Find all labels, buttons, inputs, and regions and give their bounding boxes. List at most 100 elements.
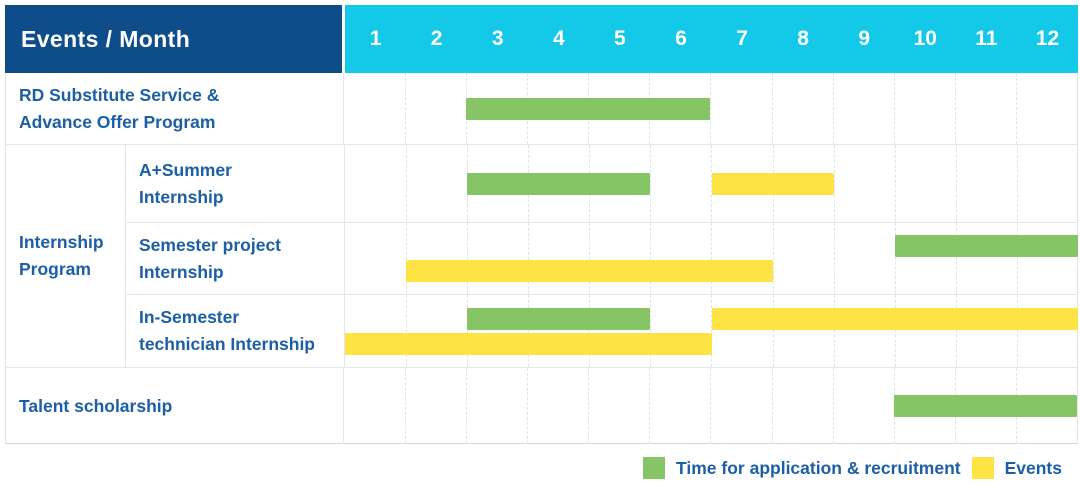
month-label: 2 [430,27,443,50]
month-grid-cell [893,73,955,144]
label-line: Internship [139,186,224,207]
application-recruitment-bar [893,395,1077,417]
header-title: Events / Month [21,25,191,52]
row-months-area [343,73,1077,144]
events-bar [345,332,712,355]
month-label: 4 [552,27,565,50]
month-label: 8 [797,27,809,50]
bar-lines [345,145,1078,222]
month-label: 3 [491,27,504,50]
legend-swatch-green-icon [643,457,666,479]
month-grid-cell [833,295,895,367]
label-line: Program [19,259,91,279]
gantt-table: Events / Month 1 2 3 4 5 6 7 8 9 10 11 12 RD Substi… [5,5,1078,444]
bar-line [344,395,1077,417]
month-label: 6 [675,27,687,50]
label-line: Internship [139,261,224,282]
month-grid-cell [405,73,466,144]
month-grid-cell [1015,73,1077,144]
bar-lines [345,223,1078,294]
month-grid-cell [955,145,1017,222]
events-bar [711,307,1078,330]
label-line: Talent scholarship [19,395,173,416]
month-grid-cell [771,73,833,144]
table-row: In-Semester technician Internship [125,295,1078,368]
row-label-a-plus-summer: A+Summer Internship [126,145,344,222]
month-grid-cell [710,368,771,444]
month-grid-cell [650,145,711,222]
month-grid-cell [649,368,710,444]
month-label: 9 [858,27,871,50]
application-recruitment-bar [467,307,651,330]
month-grid-cell [527,368,588,444]
month-grid-cell [406,223,467,294]
label-line: RD Substitute Service & [19,84,220,105]
month-grid-cell [894,145,956,222]
month-grid-cell [955,295,1017,367]
bar-line [345,260,1078,282]
month-label: 7 [736,27,748,50]
month-grid-cell [710,73,771,144]
header-months-row: 1 2 3 4 5 6 7 8 9 10 11 12 [345,5,1078,73]
bar-lines [345,295,1078,367]
label-line: technician Internship [139,334,315,354]
legend-item-application-recruitment: Time for application & recruitment [643,457,961,479]
bar-line [345,172,1078,195]
month-grid-cell [406,145,467,222]
month-label: 10 [913,27,937,50]
month-grid-cell [528,223,589,294]
group-label-internship-program: Internship Program [6,145,125,368]
bar-line [345,332,1078,355]
events-bar [711,172,834,195]
bar-line [345,235,1078,257]
month-grid-cell [405,368,466,444]
month-grid-cell [589,295,650,367]
month-grid-cell [772,295,834,367]
legend-item-events: Events [971,457,1062,479]
row-label-talent-scholarship: Talent scholarship [6,368,343,444]
label-line: In-Semester [139,307,240,327]
month-grid-cell [711,295,772,367]
label-line: Advance Offer Program [19,111,216,132]
bar-line [344,97,1077,120]
month-grid-cell [711,223,772,294]
month-label: 5 [614,27,626,50]
month-grid-cell [466,368,527,444]
label-line: A+Summer [139,159,232,180]
month-grid-cell [894,295,956,367]
legend-swatch-yellow-icon [971,457,994,479]
month-grid-cell [467,295,528,367]
table-row: Semester project Internship [125,223,1078,295]
month-grid-cell [650,223,711,294]
label-line: Internship [19,232,104,252]
month-grid-cell [832,73,894,144]
application-recruitment-bar [894,235,1078,257]
row-label-rd-substitute: RD Substitute Service & Advance Offer Pro… [6,73,343,144]
month-grid-cell [467,223,528,294]
table-row: A+Summer Internship [125,145,1078,223]
month-label: 1 [369,27,382,50]
month-grid-cell [833,223,895,294]
row-months-area [344,145,1078,222]
month-grid-cell [406,295,467,367]
table-row: Talent scholarship [6,368,1077,444]
row-label-semester-project: Semester project Internship [126,223,344,294]
bar-line [345,307,1078,330]
legend-label: Events [1004,457,1062,478]
month-grid-cell [1016,223,1078,294]
table-body: RD Substitute Service & Advance Offer Pro… [5,73,1078,444]
month-grid-cell [772,223,834,294]
month-grid-cell [650,295,711,367]
row-months-area [343,368,1077,444]
month-label: 11 [975,27,998,50]
table-row: RD Substitute Service & Advance Offer Pro… [6,73,1077,145]
month-gridlines [345,223,1078,294]
month-grid-cell [832,368,894,444]
application-recruitment-bar [466,97,711,120]
row-months-area [344,223,1078,294]
label-line: Semester project [139,234,282,255]
legend: Time for application & recruitment Event… [643,453,1062,483]
month-grid-cell [833,145,895,222]
month-grid-cell [771,368,833,444]
